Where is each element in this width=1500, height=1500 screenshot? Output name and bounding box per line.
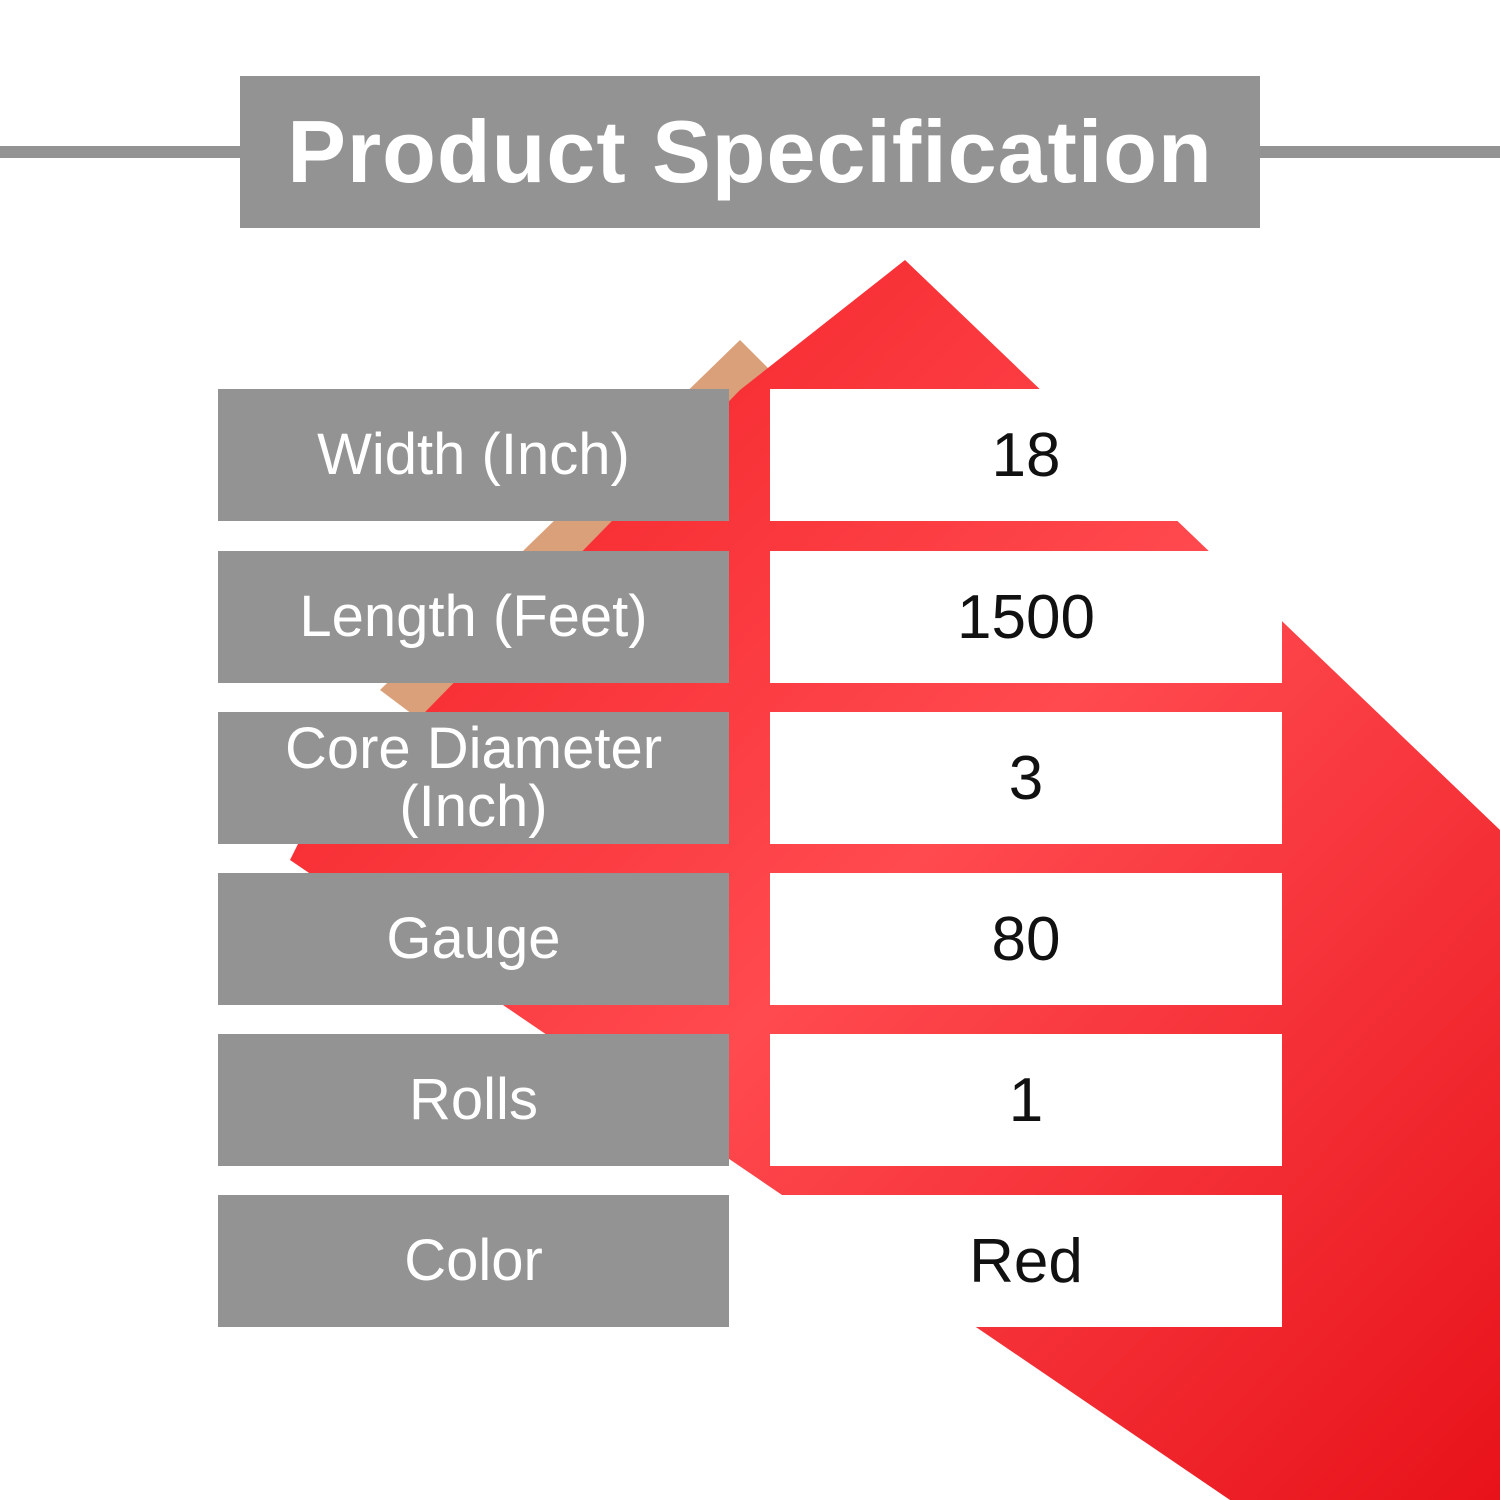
spec-row-core-diameter: Core Diameter (Inch) 3: [218, 712, 1282, 844]
spec-label: Rolls: [218, 1034, 729, 1166]
spec-row-color: Color Red: [218, 1195, 1282, 1327]
spec-value: 3: [770, 712, 1282, 844]
title-divider-right: [1260, 146, 1500, 158]
spec-row-width: Width (Inch) 18: [218, 389, 1282, 521]
title-divider-left: [0, 146, 240, 158]
title-banner: Product Specification: [240, 76, 1260, 228]
spec-value: Red: [770, 1195, 1282, 1327]
spec-label: Core Diameter (Inch): [218, 712, 729, 844]
spec-label: Gauge: [218, 873, 729, 1005]
spec-label: Width (Inch): [218, 389, 729, 521]
page-title: Product Specification: [287, 102, 1213, 201]
spec-value: 18: [770, 389, 1282, 521]
spec-label: Length (Feet): [218, 551, 729, 683]
spec-row-rolls: Rolls 1: [218, 1034, 1282, 1166]
spec-value: 1: [770, 1034, 1282, 1166]
spec-value: 1500: [770, 551, 1282, 683]
spec-row-gauge: Gauge 80: [218, 873, 1282, 1005]
spec-label: Color: [218, 1195, 729, 1327]
spec-row-length: Length (Feet) 1500: [218, 551, 1282, 683]
spec-value: 80: [770, 873, 1282, 1005]
